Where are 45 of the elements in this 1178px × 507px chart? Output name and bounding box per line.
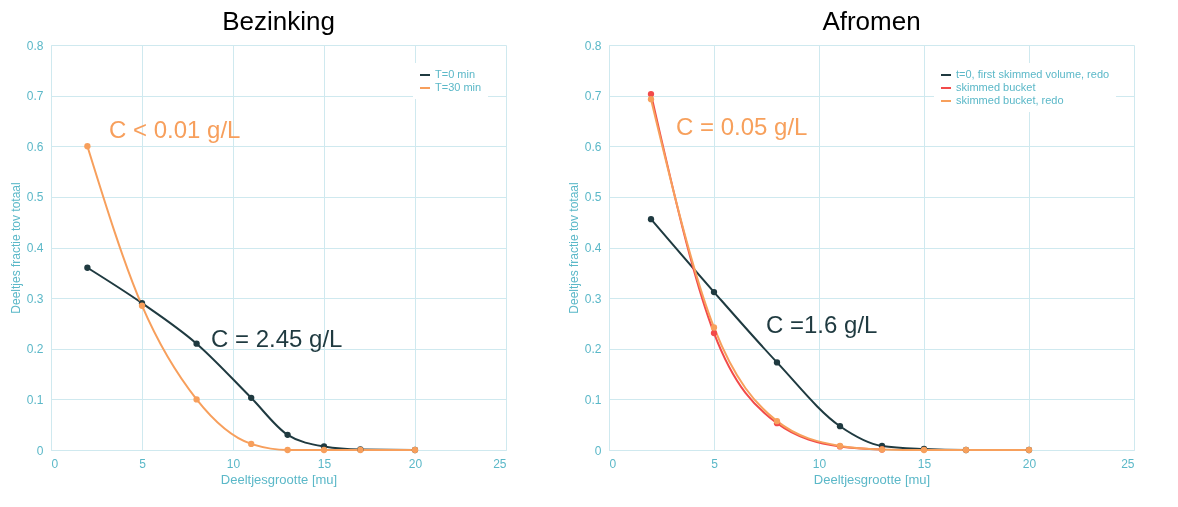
y-tick-label: 0.7 [584,89,602,104]
x-tick-label: 15 [917,456,932,471]
annotation: C = 2.45 g/L [211,325,343,352]
x-tick-label: 15 [317,456,332,471]
chart-title: Bezinking [222,6,335,36]
x-axis-title: Deeltjesgrootte [mu] [220,471,338,487]
legend-label: T=30 min [435,81,482,93]
y-axis-title: Deeltjes fractie tov totaal [8,182,23,314]
y-tick-label: 0.2 [584,342,602,357]
y-tick-label: 0.4 [26,241,44,255]
y-tick-label: 0.1 [26,392,44,407]
x-tick-label: 25 [493,456,507,471]
x-tick-label: 20 [408,456,423,471]
y-axis-title: Deeltjes fractie tov totaal [566,182,581,314]
legend-label: skimmed bucket, redo [956,94,1064,106]
y-tick-label: 0.6 [584,139,602,154]
legend-label: skimmed bucket [956,81,1036,93]
y-tick-label: 0.3 [584,291,602,306]
y-tick-label: 0.6 [26,139,44,154]
chart-title: Afromen [822,6,921,36]
x-tick-label: 20 [1022,456,1037,471]
x-tick-label: 25 [1121,456,1135,471]
x-tick-label: 5 [711,456,719,471]
y-tick-label: 0.2 [26,342,44,357]
y-tick-label: 0 [594,443,602,458]
x-tick-label: 5 [139,456,147,471]
x-tick-label: 0 [609,456,617,471]
y-tick-label: 0 [36,443,44,458]
y-tick-label: 0.4 [584,241,602,255]
x-tick-label: 10 [812,456,827,471]
y-tick-label: 0.7 [26,89,44,104]
legend-label: t=0, first skimmed volume, redo [956,68,1110,80]
y-tick-label: 0.3 [26,291,44,306]
y-tick-label: 0.5 [26,190,44,205]
x-tick-label: 10 [226,456,241,471]
y-tick-label: 0.8 [26,38,44,53]
annotation: C = 0.05 g/L [676,113,808,140]
y-tick-label: 0.8 [584,38,602,53]
legend-label: T=0 min [435,68,476,80]
annotation: C < 0.01 g/L [109,116,241,143]
annotation: C =1.6 g/L [766,311,878,338]
x-axis-title: Deeltjesgrootte [mu] [813,471,931,487]
y-tick-label: 0.1 [584,392,602,407]
y-tick-label: 0.5 [584,190,602,205]
x-tick-label: 0 [51,456,59,471]
